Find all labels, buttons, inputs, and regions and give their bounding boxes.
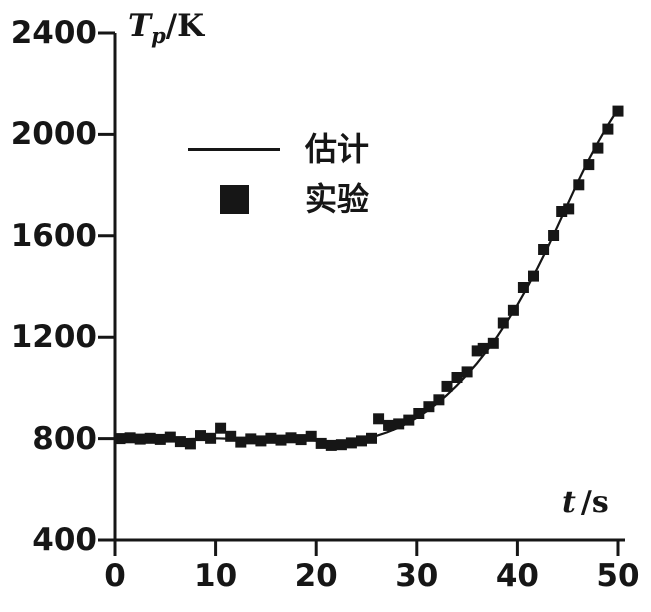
x-axis-title-symbol: t [562, 485, 576, 520]
experiment-point [383, 419, 395, 431]
experiment-point [602, 123, 614, 135]
experiment-point [583, 159, 595, 171]
legend-item-experiment: 实验 [188, 170, 369, 228]
experiment-point [225, 430, 237, 442]
experiment-point [285, 432, 297, 444]
legend-line-glyph [188, 147, 280, 151]
experiment-point [373, 413, 385, 425]
experiment-point [423, 401, 435, 413]
experiment-point [477, 342, 489, 354]
experiment-point [356, 435, 367, 447]
experiment-point [124, 432, 136, 444]
experiment-point [538, 244, 550, 255]
experiment-point [487, 337, 499, 349]
y-axis-title-subscript: p [151, 23, 166, 49]
experiment-point [612, 105, 624, 117]
experiment-point [413, 408, 425, 419]
experiment-point [451, 372, 463, 383]
y-tick-label: 1200 [10, 319, 97, 356]
experiment-point [154, 433, 166, 445]
experiment-point [325, 439, 337, 451]
experiment-point [164, 431, 176, 443]
experiment-point [265, 432, 277, 444]
y-tick-label: 800 [32, 420, 97, 457]
experiment-point [507, 304, 519, 316]
experiment-point [144, 432, 156, 444]
experiment-point [184, 438, 196, 450]
experiment-point [403, 414, 415, 426]
x-tick-label: 10 [194, 558, 238, 594]
legend: 估计 实验 [188, 128, 369, 228]
y-tick-label: 2400 [10, 15, 97, 51]
experiment-point [235, 436, 247, 448]
experiment-point [114, 433, 126, 445]
experiment-point [548, 230, 560, 241]
experiment-point [556, 206, 568, 217]
experiment-point [215, 422, 227, 434]
legend-label-experiment: 实验 [305, 180, 370, 218]
y-tick-label: 400 [32, 522, 97, 558]
experiment-point [195, 430, 206, 442]
legend-item-estimate: 估计 [188, 128, 369, 170]
experiment-point [366, 432, 377, 444]
x-tick-label: 40 [495, 558, 539, 594]
experiment-point [134, 433, 146, 445]
x-axis-title: t/s [562, 486, 609, 520]
experiment-point [295, 434, 307, 446]
legend-square-glyph [219, 184, 249, 214]
experiment-point [471, 345, 483, 357]
x-tick-label: 30 [395, 558, 439, 594]
y-axis-title: Tp/K [128, 8, 204, 54]
experiment-point [517, 282, 529, 293]
experiment-point [345, 437, 357, 449]
experiment-point [497, 317, 509, 329]
y-axis-title-symbol: T [128, 8, 152, 44]
experiment-point [174, 436, 186, 448]
legend-label-estimate: 估计 [305, 130, 370, 168]
experiment-point [315, 437, 327, 449]
experiment-point [441, 380, 453, 392]
experiment-point [433, 394, 445, 406]
experiment-point [205, 432, 217, 444]
experiment-point [528, 270, 539, 282]
experiment-point [305, 430, 317, 442]
experiment-point [393, 418, 405, 430]
x-tick-label: 0 [104, 558, 126, 594]
y-tick-label: 2000 [10, 116, 97, 153]
experiment-point [573, 179, 585, 191]
x-tick-label: 50 [596, 558, 640, 594]
experiment-point [461, 366, 473, 378]
x-tick-label: 20 [294, 558, 338, 594]
experiment-point [335, 439, 347, 451]
x-axis-title-unit: /s [580, 485, 609, 520]
experiment-point [255, 435, 267, 447]
y-axis-title-unit: /K [165, 8, 205, 44]
y-tick-label: 1600 [10, 217, 97, 254]
experiment-point [245, 433, 257, 445]
experiment-point [275, 434, 287, 446]
experiment-point [563, 203, 575, 215]
experiment-point [592, 142, 604, 154]
